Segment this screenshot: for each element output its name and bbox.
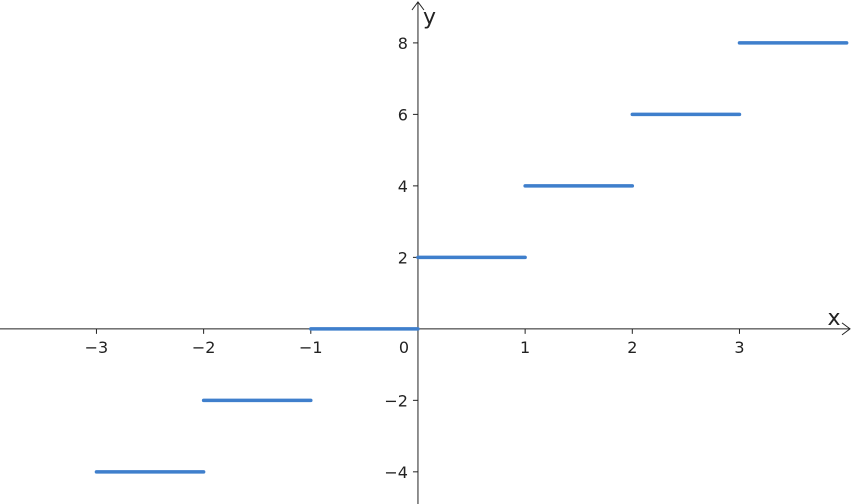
x-tick-label: 3 [734,338,744,357]
x-tick-label: −1 [299,338,323,357]
step-series [94,41,849,474]
y-tick-label: 6 [398,105,408,124]
x-tick-label: 2 [627,338,637,357]
x-tick-label: 1 [520,338,530,357]
y-axis-arrow-icon [411,1,425,11]
x-axis-label: x [827,306,840,331]
origin-label: 0 [399,338,409,357]
y-tick-label: 4 [398,177,408,196]
x-tick-label: −2 [192,338,216,357]
y-tick-label: 2 [398,248,408,267]
y-tick-label: −2 [384,391,408,410]
y-tick-label: −4 [384,463,408,482]
x-tick-label: −3 [85,338,109,357]
y-axis-label: y [423,5,436,30]
x-axis-arrow-icon [841,322,851,336]
y-tick-label: 8 [398,34,408,53]
